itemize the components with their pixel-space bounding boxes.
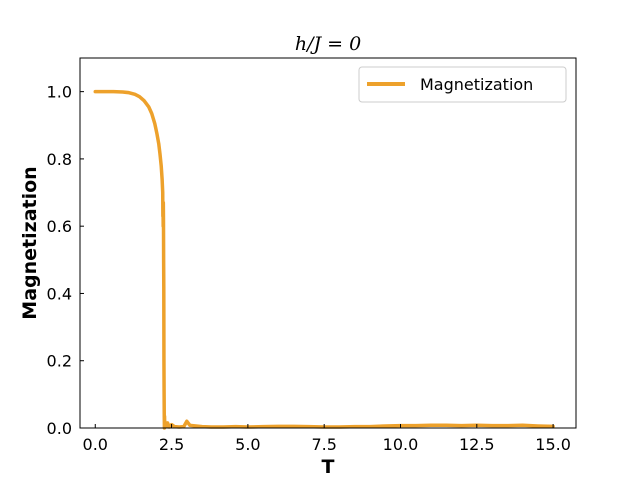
x-tick-label: 12.5 (459, 435, 495, 454)
x-tick-label: 15.0 (535, 435, 571, 454)
plot-area (93, 89, 555, 430)
legend-label: Magnetization (420, 75, 533, 94)
x-tick-label: 10.0 (383, 435, 419, 454)
x-tick-label: 2.5 (159, 435, 184, 454)
axes-frame (79, 57, 577, 429)
legend-box (358, 66, 567, 103)
x-axis: 0.0 2.5 5.0 7.5 10.0 12.5 15.0 (83, 424, 571, 454)
y-tick-label: 1.0 (47, 83, 72, 102)
x-tick-label: 5.0 (235, 435, 260, 454)
y-tick-label: 0.0 (47, 419, 72, 438)
y-axis-label: Magnetization (19, 166, 41, 319)
legend: Magnetization (358, 66, 567, 103)
y-axis: 0.0 0.2 0.4 0.6 0.8 1.0 (47, 83, 84, 438)
x-axis-label: T (322, 456, 335, 478)
y-tick-label: 0.6 (47, 217, 72, 236)
y-tick-label: 0.2 (47, 352, 72, 371)
y-tick-label: 0.8 (47, 150, 72, 169)
y-tick-label: 0.4 (47, 284, 72, 303)
x-tick-label: 0.0 (83, 435, 108, 454)
x-tick-label: 7.5 (311, 435, 336, 454)
chart-title: h/J = 0 (295, 33, 361, 55)
series-line (93, 89, 555, 430)
